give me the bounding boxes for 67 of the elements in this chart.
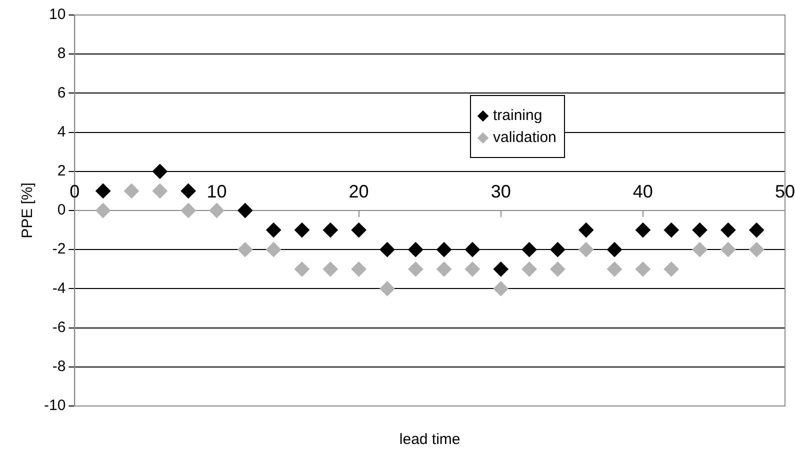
y-axis-title: PPE [%] [19,182,36,238]
point [238,203,253,218]
y-tick-label: -4 [52,280,66,297]
point [152,183,168,198]
point [380,242,395,258]
y-tick-label: -10 [44,397,66,414]
y-tick-label: -8 [52,358,66,376]
point [664,262,679,277]
x-tick-label: 40 [632,181,653,202]
point [294,222,310,238]
point [408,262,424,277]
point [749,222,764,238]
point [550,262,566,277]
point [522,262,537,277]
point [180,183,196,198]
point [578,222,594,238]
x-tick-label: 10 [206,181,227,202]
point [380,281,395,296]
y-tick-label: 10 [48,6,66,24]
point [720,222,736,238]
point [351,262,366,277]
x-tick-label: 0 [70,181,80,202]
point [464,262,480,277]
point [578,242,594,258]
y-tick-label: 8 [57,45,66,62]
point [607,242,622,258]
point [266,242,282,258]
point [550,242,566,258]
point [635,262,650,277]
y-tick-label: -6 [52,318,66,336]
point [96,183,111,198]
point [635,222,650,238]
point [464,242,480,258]
point [322,222,338,238]
point [664,222,679,238]
x-tick-label: 20 [348,181,369,202]
point [720,242,736,258]
point [436,262,452,277]
x-tick-label: 30 [490,181,511,202]
point [322,262,338,277]
point [209,203,224,218]
point [180,203,196,218]
x-axis-title: lead time [399,431,460,448]
legend-label: validation [493,129,556,146]
point [493,262,508,277]
x-tick-label: 50 [774,181,795,202]
point [607,262,622,277]
point [408,242,424,258]
point [266,222,282,238]
point [238,242,253,258]
point [294,262,310,277]
y-tick-label: 2 [57,162,66,180]
point [692,222,708,238]
y-tick-label: 6 [57,84,66,102]
point [351,222,366,238]
legend-label: training [493,107,542,124]
point [749,242,764,258]
point [493,281,508,296]
y-tick-label: 4 [57,123,66,140]
point [152,164,168,179]
point [96,203,111,218]
y-tick-label: -2 [52,240,66,258]
point [124,183,140,198]
y-tick-label: 0 [57,202,66,219]
point [436,242,452,258]
point [522,242,537,258]
point [692,242,708,258]
